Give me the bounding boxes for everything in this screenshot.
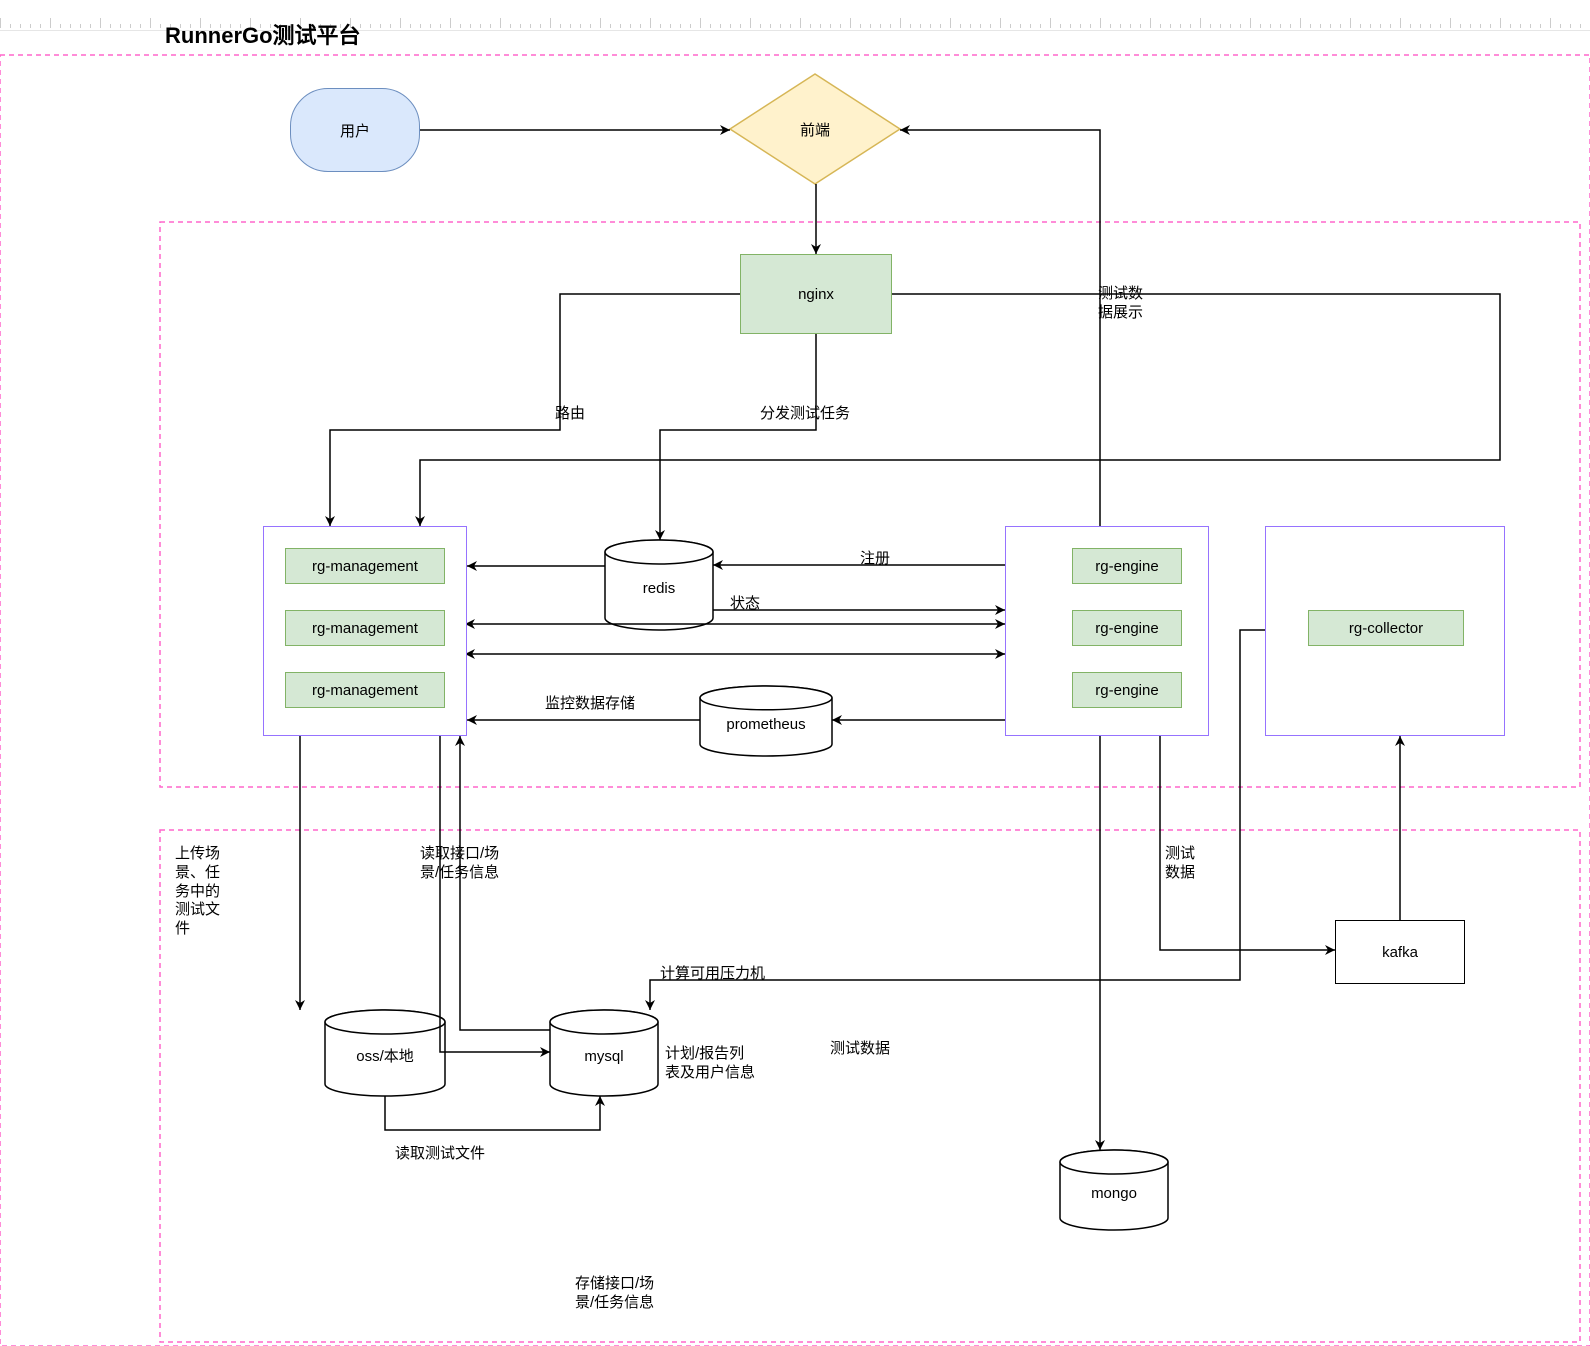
- edge-engine-to-kafka: [1160, 736, 1335, 950]
- edge-label-calc-press: 计算可用压力机: [660, 965, 765, 984]
- edge-engine-to-frontend: [900, 130, 1100, 526]
- node-frontend-label: 前端: [730, 122, 900, 141]
- inner-engine-0: rg-engine: [1072, 548, 1182, 584]
- edge-label-store-api: 存储接口/场 景/任务信息: [575, 1275, 654, 1313]
- inner-collector-0: rg-collector: [1308, 610, 1464, 646]
- edge-nginx-to-redis: [660, 334, 816, 540]
- inner-engine-0-label: rg-engine: [1095, 558, 1158, 575]
- inner-mgmt-1-label: rg-management: [312, 620, 418, 637]
- edge-label-upload: 上传场 景、任 务中的 测试文 件: [175, 845, 220, 939]
- edge-label-dispatch: 分发测试任务: [760, 405, 850, 424]
- inner-engine-1: rg-engine: [1072, 610, 1182, 646]
- inner-collector-0-label: rg-collector: [1349, 620, 1423, 637]
- edge-oss-to-mysql-bottom: [385, 1096, 600, 1130]
- node-user: 用户: [290, 88, 420, 172]
- inner-mgmt-2-label: rg-management: [312, 682, 418, 699]
- edge-label-read-api: 读取接口/场 景/任务信息: [420, 845, 499, 883]
- node-user-label: 用户: [340, 120, 370, 141]
- diagram-title: RunnerGo测试平台: [165, 22, 361, 50]
- diagram-canvas: RunnerGo测试平台用户 前端 nginx redis prometheus oss/…: [0, 0, 1590, 1346]
- edge-label-status: 状态: [730, 595, 760, 614]
- inner-engine-2-label: rg-engine: [1095, 682, 1158, 699]
- edge-label-display: 测试数 据展示: [1098, 285, 1143, 323]
- inner-mgmt-2: rg-management: [285, 672, 445, 708]
- inner-mgmt-0-label: rg-management: [312, 558, 418, 575]
- inner-mgmt-0: rg-management: [285, 548, 445, 584]
- edge-label-test-data-2: 测试 数据: [1165, 845, 1195, 883]
- inner-engine-2: rg-engine: [1072, 672, 1182, 708]
- edge-label-monitor-store: 监控数据存储: [545, 695, 635, 714]
- node-kafka: kafka: [1335, 920, 1465, 984]
- edge-label-test-data-1: 测试数据: [830, 1040, 890, 1059]
- node-redis-label: redis: [605, 580, 713, 599]
- node-prometheus-label: prometheus: [700, 716, 832, 735]
- edge-label-route: 路由: [555, 405, 585, 424]
- inner-engine-1-label: rg-engine: [1095, 620, 1158, 637]
- inner-mgmt-1: rg-management: [285, 610, 445, 646]
- edge-label-plan-list: 计划/报告列 表及用户信息: [665, 1045, 755, 1083]
- edge-mgmt-to-mysql-through: [440, 736, 550, 1052]
- node-nginx: nginx: [740, 254, 892, 334]
- node-mongo-label: mongo: [1060, 1185, 1168, 1204]
- node-mysql-label: mysql: [550, 1048, 658, 1067]
- edge-label-read-test-file: 读取测试文件: [395, 1145, 485, 1164]
- node-kafka-label: kafka: [1382, 944, 1418, 961]
- node-oss-label: oss/本地: [325, 1048, 445, 1067]
- edge-label-register: 注册: [860, 550, 890, 569]
- node-nginx-label: nginx: [798, 286, 834, 303]
- edge-mysql-to-mgmt-through: [460, 736, 550, 1030]
- edge-nginx-to-mgmt: [330, 294, 740, 526]
